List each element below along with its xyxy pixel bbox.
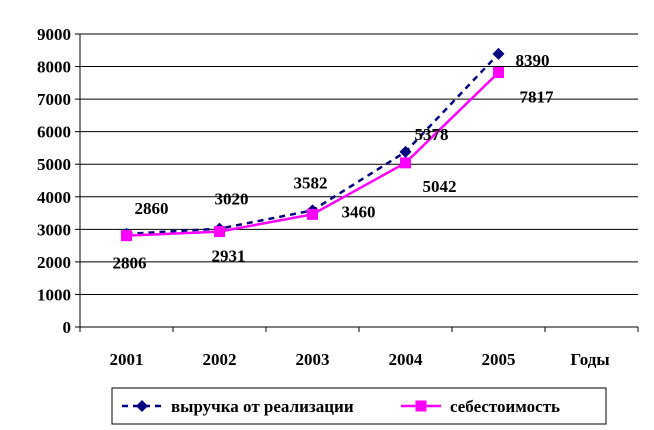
point-marker xyxy=(307,208,318,220)
gridlines xyxy=(80,33,638,295)
y-tick-label: 4000 xyxy=(37,188,71,207)
x-axis-title: Годы xyxy=(570,350,609,369)
y-tick-label: 0 xyxy=(63,318,72,337)
point-marker xyxy=(399,145,412,158)
x-tick-label: 2003 xyxy=(296,350,330,369)
data-labels: 2860 3020 3582 5378 8390 2806 2931 3460 5042 7817 xyxy=(113,51,555,273)
data-label: 2931 xyxy=(212,247,246,266)
data-label: 8390 xyxy=(516,51,550,70)
data-label: 5378 xyxy=(415,125,449,144)
data-label: 3020 xyxy=(215,190,249,209)
x-tick-label: 2005 xyxy=(482,350,516,369)
series-layer xyxy=(120,47,505,242)
x-tick-label: 2001 xyxy=(110,350,144,369)
y-tick-label: 9000 xyxy=(37,25,71,44)
point-marker xyxy=(493,67,504,79)
x-tick-label: 2004 xyxy=(389,350,424,369)
y-tick-label: 7000 xyxy=(37,90,71,109)
legend: выручка от реализации себестоимость xyxy=(122,397,560,416)
legend-marker xyxy=(415,400,427,412)
y-tick-label: 6000 xyxy=(37,123,71,142)
point-marker xyxy=(214,226,225,238)
data-label: 5042 xyxy=(423,177,457,196)
x-tick-label: 2002 xyxy=(203,350,237,369)
data-label: 3460 xyxy=(342,202,376,221)
axes: 0 1000 2000 3000 4000 5000 6000 7000 8000 9000 200… xyxy=(37,25,639,369)
legend-label: выручка от реализации xyxy=(171,397,354,416)
data-label: 3582 xyxy=(294,173,328,192)
point-marker xyxy=(121,230,132,242)
point-marker xyxy=(492,47,505,60)
point-marker xyxy=(400,157,411,169)
y-tick-label: 1000 xyxy=(37,285,71,304)
y-tick-label: 8000 xyxy=(37,58,71,77)
legend-box xyxy=(111,387,607,425)
legend-label: себестоимость xyxy=(450,397,560,416)
y-tick-label: 2000 xyxy=(37,253,71,272)
y-tick-label: 5000 xyxy=(37,155,71,174)
data-label: 2860 xyxy=(135,199,169,218)
y-tick-label: 3000 xyxy=(37,220,71,239)
legend-marker xyxy=(136,400,148,412)
data-label: 2806 xyxy=(113,254,147,273)
data-label: 7817 xyxy=(520,88,555,107)
